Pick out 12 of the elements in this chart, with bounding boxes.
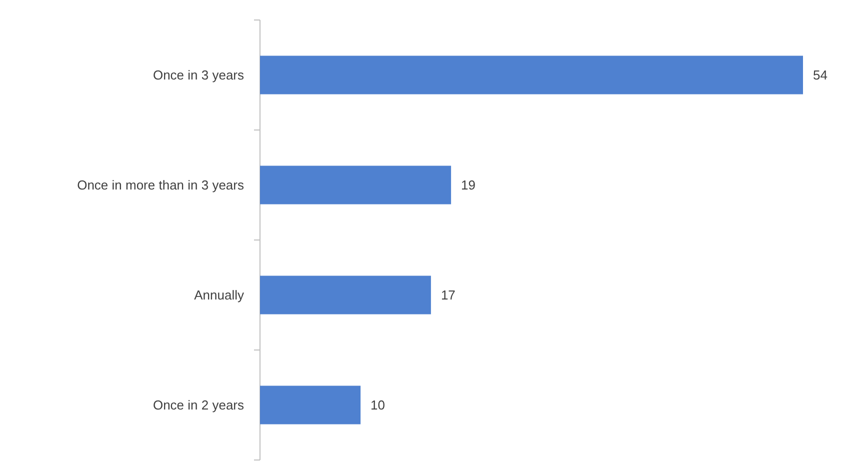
data-label: 54: [813, 68, 828, 83]
data-label: 17: [440, 288, 456, 303]
bar: [260, 276, 431, 314]
y-tick-label: Once in more than in 3 years: [77, 178, 244, 193]
y-tick-label: Once in 3 years: [152, 68, 244, 83]
bar: [260, 56, 803, 94]
bar: [260, 386, 361, 424]
data-label: 19: [461, 178, 476, 193]
data-label: 10: [370, 398, 386, 413]
y-tick-label: Once in 2 years: [152, 398, 244, 413]
y-tick-label: Annually: [194, 288, 244, 303]
bar: [260, 166, 452, 204]
